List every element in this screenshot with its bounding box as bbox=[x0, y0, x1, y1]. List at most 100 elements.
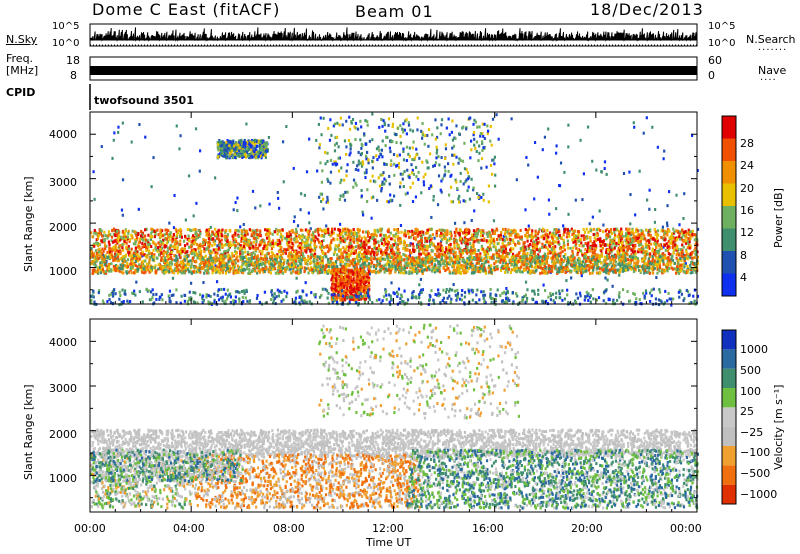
power-cell bbox=[114, 257, 117, 261]
power-cell bbox=[370, 247, 374, 251]
power-cell bbox=[623, 254, 627, 258]
power-cell bbox=[179, 231, 182, 235]
power-cell bbox=[303, 244, 306, 248]
power-cell bbox=[543, 245, 546, 249]
power-cell bbox=[264, 233, 268, 237]
power-cell bbox=[166, 240, 170, 244]
power-cell bbox=[360, 236, 363, 240]
power-cell bbox=[639, 271, 642, 275]
power-cell bbox=[530, 239, 533, 243]
power-cell bbox=[376, 198, 379, 202]
power-cell bbox=[630, 248, 633, 252]
power-cell bbox=[553, 250, 557, 254]
power-cell bbox=[443, 251, 447, 255]
power-cell bbox=[173, 194, 176, 198]
power-cell bbox=[543, 236, 546, 240]
power-cell bbox=[101, 234, 104, 238]
power-cell bbox=[555, 232, 558, 236]
power-cell bbox=[646, 252, 649, 256]
power-cell bbox=[678, 234, 681, 238]
power-cell bbox=[528, 246, 531, 250]
power-cell bbox=[176, 245, 179, 249]
power-cell bbox=[672, 242, 675, 246]
power-cell bbox=[541, 245, 544, 249]
power-cell bbox=[121, 243, 124, 247]
power-cell bbox=[563, 256, 567, 260]
power-cell bbox=[626, 253, 629, 257]
power-cell bbox=[374, 238, 377, 242]
power-cell bbox=[470, 219, 473, 223]
power-cell bbox=[509, 246, 513, 250]
power-cell bbox=[241, 252, 244, 256]
power-cell bbox=[566, 264, 569, 268]
power-cell bbox=[666, 233, 669, 237]
power-cell bbox=[515, 263, 518, 267]
power-cell bbox=[445, 246, 448, 250]
power-cell bbox=[213, 266, 216, 270]
power-cell bbox=[632, 247, 635, 251]
power-cell bbox=[580, 274, 583, 278]
power-cell bbox=[242, 228, 246, 232]
power-cell bbox=[480, 244, 484, 248]
power-cell bbox=[306, 236, 309, 240]
power-cell bbox=[523, 241, 526, 245]
power-cell bbox=[572, 240, 575, 244]
power-cell bbox=[103, 244, 107, 248]
power-cell bbox=[366, 249, 369, 253]
power-cell bbox=[486, 234, 489, 238]
power-cell bbox=[620, 227, 623, 231]
power-cell bbox=[541, 271, 544, 275]
power-cell bbox=[116, 249, 119, 253]
power-cell bbox=[348, 231, 352, 235]
power-cell bbox=[280, 238, 284, 242]
power-cell bbox=[123, 232, 126, 236]
power-cell bbox=[324, 228, 327, 232]
power-cell bbox=[363, 171, 367, 175]
power-cell bbox=[165, 261, 168, 265]
power-cell bbox=[271, 241, 274, 245]
power-cell bbox=[663, 236, 666, 240]
power-cell bbox=[550, 247, 553, 251]
power-cell bbox=[532, 243, 535, 247]
power-cell bbox=[353, 249, 356, 253]
power-cell bbox=[173, 258, 176, 262]
power-cell bbox=[307, 254, 310, 258]
power-cell bbox=[289, 258, 292, 262]
power-cell bbox=[308, 137, 311, 141]
power-cell bbox=[533, 245, 536, 249]
power-cell bbox=[530, 236, 533, 240]
power-cell bbox=[104, 271, 108, 275]
power-cell bbox=[326, 229, 329, 233]
power-cell bbox=[342, 235, 345, 239]
power-cell bbox=[695, 241, 698, 245]
power-cell bbox=[242, 245, 246, 249]
power-cell bbox=[216, 244, 219, 248]
power-cell bbox=[98, 229, 101, 233]
power-cell bbox=[687, 243, 691, 247]
power-cell bbox=[512, 247, 515, 251]
power-cell bbox=[656, 264, 659, 268]
power-cell bbox=[352, 240, 356, 244]
power-cell bbox=[313, 248, 317, 252]
power-cell bbox=[193, 237, 196, 241]
power-cell bbox=[164, 262, 167, 266]
power-cell bbox=[327, 231, 330, 235]
power-cell bbox=[350, 232, 353, 236]
power-cell bbox=[252, 240, 256, 244]
power-cell bbox=[433, 270, 436, 274]
power-cell bbox=[461, 231, 465, 235]
power-cell bbox=[535, 235, 538, 239]
power-cell bbox=[629, 233, 632, 237]
power-cell bbox=[376, 264, 379, 268]
power-cell bbox=[310, 233, 313, 237]
power-cell bbox=[190, 229, 193, 233]
power-cell bbox=[267, 252, 270, 256]
power-cell bbox=[323, 246, 326, 250]
power-cell bbox=[505, 286, 508, 290]
power-cell bbox=[516, 254, 520, 258]
power-cell bbox=[151, 228, 154, 232]
power-cell bbox=[115, 246, 118, 250]
power-cell bbox=[489, 248, 493, 252]
power-cell bbox=[670, 254, 673, 258]
power-cell bbox=[223, 243, 226, 247]
